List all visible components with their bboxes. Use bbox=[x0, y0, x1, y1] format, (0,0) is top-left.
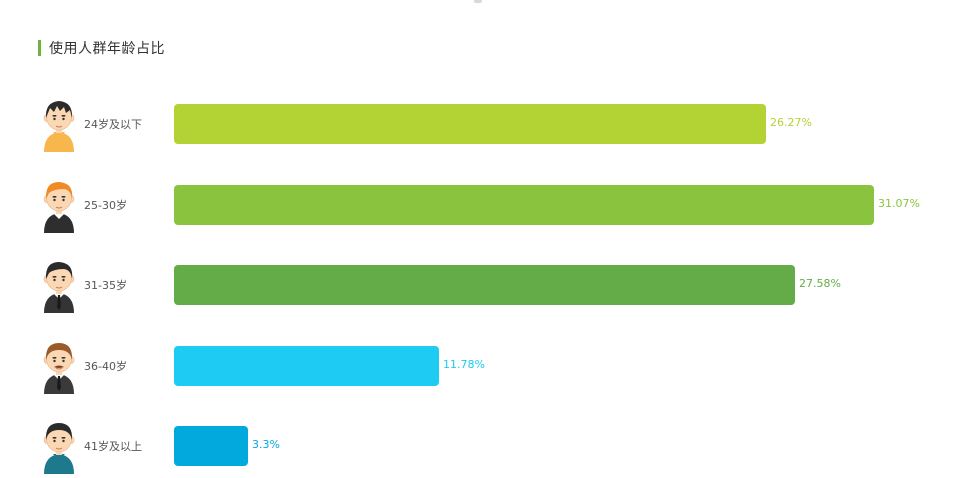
bar bbox=[174, 426, 248, 466]
chart-title-group: 使用人群年龄占比 bbox=[38, 39, 165, 57]
cartoon-man-teal-shirt-icon bbox=[40, 418, 78, 474]
bar bbox=[174, 104, 766, 144]
cartoon-man-black-suit-icon bbox=[40, 177, 78, 233]
category-label: 24岁及以下 bbox=[84, 118, 142, 131]
bar-row: 25-30岁 31.07% bbox=[0, 177, 955, 233]
bar-value-label: 27.58% bbox=[799, 277, 841, 290]
bar-row: 36-40岁 11.78% bbox=[0, 338, 955, 394]
bar-value-label: 11.78% bbox=[443, 357, 485, 371]
bar-value-label: 3.3% bbox=[252, 438, 280, 451]
title-accent-bar bbox=[38, 39, 41, 56]
chart-title: 使用人群年龄占比 bbox=[49, 40, 165, 57]
bar-row: 24岁及以下 26.27% bbox=[0, 96, 955, 152]
category-label: 41岁及以上 bbox=[84, 440, 142, 453]
category-label: 31-35岁 bbox=[84, 279, 127, 292]
bar-row: 31-35岁 27.58% bbox=[0, 257, 955, 313]
category-label: 36-40岁 bbox=[84, 359, 127, 373]
cartoon-man-mustache-icon bbox=[40, 338, 78, 394]
cartoon-boy-orange-shirt-icon bbox=[40, 96, 78, 152]
cartoon-man-suit-tie-icon bbox=[40, 257, 78, 313]
bar-value-label: 26.27% bbox=[770, 116, 812, 129]
category-label: 25-30岁 bbox=[84, 198, 127, 212]
bar-value-label: 31.07% bbox=[878, 196, 920, 210]
bar bbox=[174, 265, 795, 305]
bar-row: 41岁及以上 3.3% bbox=[0, 418, 955, 474]
top-tab-indicator bbox=[474, 0, 482, 3]
bar bbox=[174, 184, 874, 225]
bar bbox=[174, 345, 439, 386]
